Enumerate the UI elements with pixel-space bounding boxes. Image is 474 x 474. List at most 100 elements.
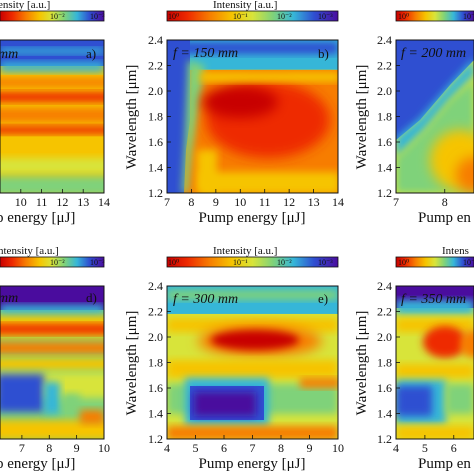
annotation-f: f = 350 mm	[401, 292, 466, 307]
ylabel-c: Wavelength [μm]	[354, 65, 370, 170]
xtick-label-d: 9	[74, 441, 80, 455]
xtick-label-e: 5	[193, 441, 199, 455]
panel-d: ntensity [a.u.] 10⁻² 10⁻³ mm d) 7 8 9 10 p …	[0, 245, 110, 472]
colorbar-a	[0, 10, 105, 22]
annotation-e: f = 300 mm	[173, 292, 238, 307]
ytick-label-e: 2.2	[148, 305, 163, 319]
colorbar-f	[395, 256, 474, 268]
ylabel-e: Wavelength [μm]	[124, 311, 140, 416]
xtick-label-a: 12	[56, 195, 68, 209]
ytick-label-c: 2.2	[377, 59, 392, 73]
panel-c: 10⁰ 10⁻¹ f = 200 mm 1.2 1.4 1.6 1.8 2.0 2.2 2.…	[354, 10, 474, 226]
panel-letter-d: d)	[86, 290, 97, 305]
xtick-label-a: 10	[15, 195, 27, 209]
panel-e: Intensity [a.u.] 10⁰ 10⁻¹ 10⁻² 10⁻³ f = …	[124, 245, 344, 472]
ytick-label-e: 1.2	[148, 432, 163, 446]
heatmap-d	[0, 286, 104, 439]
ytick-label-e: 2.4	[148, 279, 163, 293]
ylabel-b: Wavelength [μm]	[124, 65, 140, 170]
heatmap-a	[0, 40, 104, 193]
colorbar-d	[0, 256, 105, 268]
heatmap-c	[396, 40, 474, 193]
xtick-label-b: 8	[188, 195, 194, 209]
ytick-label-f: 1.2	[377, 432, 392, 446]
ytick-label-c: 2.0	[377, 84, 392, 98]
plot-frame-a	[0, 39, 105, 194]
xtick-label-e: 10	[332, 441, 344, 455]
ytick-label-b: 2.0	[148, 84, 163, 98]
colorbar-tick-c-1: 10⁻¹	[463, 12, 474, 21]
xtick-label-b: 9	[213, 195, 219, 209]
colorbar-tick-e-7: 10⁻³	[318, 258, 333, 267]
xticks-b: 7 8 9 10 11 12 13 14	[164, 189, 344, 209]
xtick-label-b: 12	[283, 195, 295, 209]
xtick-label-e: 4	[164, 441, 170, 455]
colorbar-tick-a-3: 10⁻²	[50, 12, 65, 21]
ytick-label-b: 2.4	[148, 33, 163, 47]
ytick-label-f: 1.4	[377, 407, 392, 421]
ytick-label-b: 1.8	[148, 110, 163, 124]
colorbar-tick-b-5: 10⁻²	[277, 12, 292, 21]
xtick-label-e: 7	[250, 441, 256, 455]
xtick-label-f: 4	[393, 441, 399, 455]
heatmap-f	[396, 286, 474, 439]
xtick-label-b: 13	[308, 195, 320, 209]
yticks-e: 1.2 1.4 1.6 1.8 2.0 2.2 2.4	[148, 279, 171, 446]
xtick-label-f: 6	[451, 441, 457, 455]
xtick-label-e: 8	[278, 441, 284, 455]
panel-letter-b: b)	[318, 46, 329, 61]
heatmap-e	[167, 286, 338, 439]
yticks-b: 1.2 1.4 1.6 1.8 2.0 2.2 2.4	[148, 33, 171, 200]
colorbar-tick-b-0: 10⁰	[168, 12, 179, 21]
ytick-label-f: 1.6	[377, 381, 392, 395]
annotation-a: mm	[0, 47, 18, 62]
yticks-c: 1.2 1.4 1.6 1.8 2.0 2.2 2.4	[377, 33, 400, 200]
ytick-label-e: 1.4	[148, 407, 163, 421]
colorbar-label-e: Intensity [a.u.]	[213, 245, 277, 257]
ytick-label-b: 1.6	[148, 135, 163, 149]
colorbar-tick-d-3: 10⁻²	[50, 258, 65, 267]
panel-letter-e: e)	[318, 291, 328, 306]
xtick-label-e: 9	[307, 441, 313, 455]
colorbar-tick-b-7: 10⁻³	[318, 12, 333, 21]
xtick-label-a: 14	[98, 195, 110, 209]
ytick-label-b: 1.2	[148, 186, 163, 200]
ytick-label-e: 1.8	[148, 356, 163, 370]
yticks-f: 1.2 1.4 1.6 1.8 2.0 2.2 2.4	[377, 279, 400, 446]
plot-frame-d	[0, 285, 105, 440]
colorbar-e	[166, 256, 339, 268]
xlabel-c: Pump en	[418, 210, 471, 226]
colorbar-tick-e-3: 10⁻¹	[233, 258, 248, 267]
xlabel-a: p energy [μJ]	[0, 210, 75, 226]
xtick-label-b: 7	[164, 195, 170, 209]
colorbar-label-b: Intensity [a.u.]	[213, 0, 277, 11]
ytick-label-c: 1.6	[377, 135, 392, 149]
colorbar-tick-e-0: 10⁰	[168, 258, 179, 267]
colorbar-tick-f-0: 10⁰	[398, 258, 409, 267]
xlabel-b: Pump energy [μJ]	[199, 210, 306, 226]
heatmap-b	[167, 40, 338, 193]
ytick-label-c: 1.2	[377, 186, 392, 200]
xtick-label-a: 13	[77, 195, 89, 209]
ylabel-f: Wavelength [μm]	[354, 311, 370, 416]
colorbar-b	[166, 10, 339, 22]
panel-b: Intensity [a.u.] 10⁰ 10⁻¹ 10⁻² 10⁻³ f = …	[124, 0, 344, 226]
ytick-label-e: 2.0	[148, 330, 163, 344]
panel-f: Intens 10⁰ 10⁻¹ f = 350 mm 1.2 1.4 1.6 1.8 2…	[354, 245, 474, 472]
colorbar-tick-c-0: 10⁰	[398, 12, 409, 21]
ytick-label-b: 1.4	[148, 161, 163, 175]
ytick-label-f: 2.4	[377, 279, 392, 293]
ytick-label-c: 1.8	[377, 110, 392, 124]
xlabel-f: Pump en	[418, 456, 471, 472]
annotation-c: f = 200 mm	[401, 46, 466, 61]
ytick-label-f: 2.0	[377, 330, 392, 344]
xtick-label-e: 6	[221, 441, 227, 455]
ytick-label-f: 1.8	[377, 356, 392, 370]
xtick-label-b: 14	[332, 195, 344, 209]
xtick-label-c: 7	[393, 195, 399, 209]
xtick-label-a: 11	[36, 195, 48, 209]
xtick-label-d: 8	[46, 441, 52, 455]
xticks-d: 7 8 9 10	[19, 435, 110, 455]
xticks-f: 4 5 6	[393, 435, 457, 455]
